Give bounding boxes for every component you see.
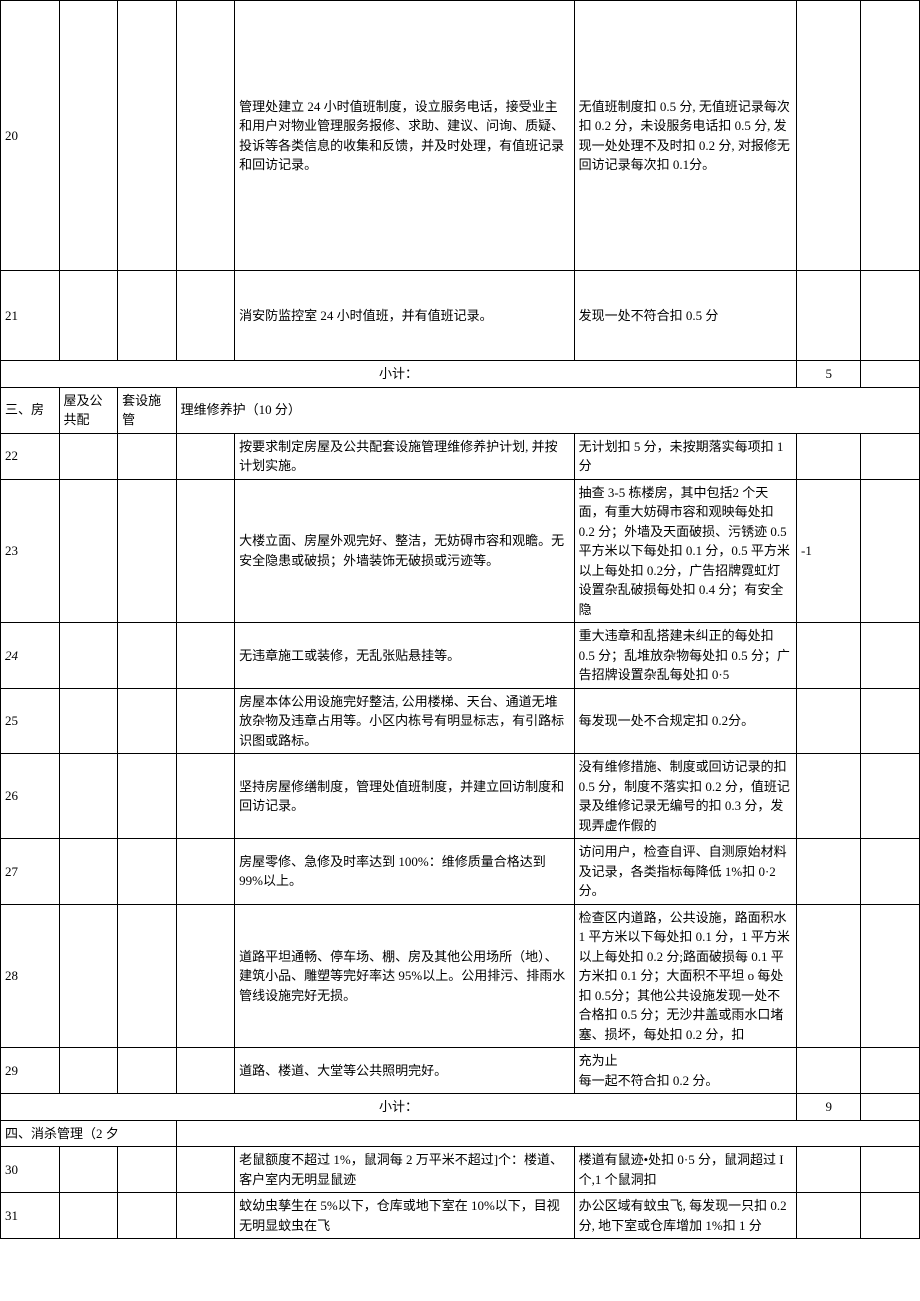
row-number: 30 bbox=[1, 1147, 60, 1193]
deduction-cell: 重大违章和乱搭建未纠正的每处扣 0.5 分；乱堆放杂物每处扣 0.5 分；广告招… bbox=[574, 623, 796, 689]
table-row: 26 坚持房屋修缮制度，管理处值班制度，并建立回访制度和回访记录。 没有维修措施… bbox=[1, 754, 920, 839]
subtotal-label: 小计： bbox=[1, 1094, 797, 1121]
deduction-cell: 办公区域有蚊虫飞, 每发现一只扣 0.2 分, 地下室或仓库增加 1%扣 1 分 bbox=[574, 1193, 796, 1239]
requirement-cell: 按要求制定房屋及公共配套设施管理维修养护计划, 并按计划实施。 bbox=[235, 433, 575, 479]
row-number: 20 bbox=[1, 1, 60, 271]
deduction-cell: 充为止 每一起不符合扣 0.2 分。 bbox=[574, 1048, 796, 1094]
table-row: 30 老鼠额度不超过 1%，鼠洞每 2 万平米不超过]个：楼道、客户室内无明显鼠… bbox=[1, 1147, 920, 1193]
subtotal-row: 小计： 9 bbox=[1, 1094, 920, 1121]
requirement-cell: 道路平坦通畅、停车场、棚、房及其他公用场所（地）、建筑小品、雕塑等完好率达 95… bbox=[235, 904, 575, 1048]
requirement-cell: 房屋零修、急修及时率达到 100%：维修质量合格达到 99%以上。 bbox=[235, 839, 575, 905]
requirement-cell: 房屋本体公用设施完好整洁, 公用楼梯、天台、通道无堆放杂物及违章占用等。小区内栋… bbox=[235, 688, 575, 754]
deduction-cell: 访问用户，检查自评、自测原始材料及记录，各类指标每降低 1%扣 0·2 分。 bbox=[574, 839, 796, 905]
deduction-cell: 没有维修措施、制度或回访记录的扣 0.5 分，制度不落实扣 0.2 分，值班记录… bbox=[574, 754, 796, 839]
requirement-cell: 道路、楼道、大堂等公共照明完好。 bbox=[235, 1048, 575, 1094]
deduction-cell: 楼道有鼠迹•处扣 0·5 分，鼠洞超过 I 个,1 个鼠洞扣 bbox=[574, 1147, 796, 1193]
section-header-row: 三、房 屋及公共配 套设施管 理维修养护（10 分） bbox=[1, 387, 920, 433]
section-header-row: 四、消杀管理（2 夕 bbox=[1, 1120, 920, 1147]
subtotal-score: 9 bbox=[797, 1094, 861, 1121]
row-number: 25 bbox=[1, 688, 60, 754]
table-row: 22 按要求制定房屋及公共配套设施管理维修养护计划, 并按计划实施。 无计划扣 … bbox=[1, 433, 920, 479]
requirement-cell: 管理处建立 24 小时值班制度，设立服务电话，接受业主和用户对物业管理服务报修、… bbox=[235, 1, 575, 271]
row-number: 23 bbox=[1, 479, 60, 623]
deduction-cell: 发现一处不符合扣 0.5 分 bbox=[574, 271, 796, 361]
requirement-cell: 坚持房屋修缮制度，管理处值班制度，并建立回访制度和回访记录。 bbox=[235, 754, 575, 839]
row-number: 31 bbox=[1, 1193, 60, 1239]
deduction-cell: 抽查 3-5 栋楼房，其中包括2 个天面，有重大妨碍市容和观映每处扣 0.2 分… bbox=[574, 479, 796, 623]
requirement-cell: 消安防监控室 24 小时值班，并有值班记录。 bbox=[235, 271, 575, 361]
requirement-cell: 无违章施工或装修，无乱张贴悬挂等。 bbox=[235, 623, 575, 689]
table-row: 28 道路平坦通畅、停车场、棚、房及其他公用场所（地）、建筑小品、雕塑等完好率达… bbox=[1, 904, 920, 1048]
table-row: 31 蚊幼虫孳生在 5%以下，仓库或地下室在 10%以下，目视无明显蚊虫在飞 办… bbox=[1, 1193, 920, 1239]
section-head-cell: 三、房 bbox=[1, 387, 60, 433]
subtotal-score: 5 bbox=[797, 361, 861, 388]
section-head-cell: 理维修养护（10 分） bbox=[176, 387, 919, 433]
section-head-cell: 套设施管 bbox=[118, 387, 177, 433]
table-row: 23 大楼立面、房屋外观完好、整洁，无妨碍市容和观瞻。无安全隐患或破损；外墙装饰… bbox=[1, 479, 920, 623]
row-number: 28 bbox=[1, 904, 60, 1048]
table-row: 24 无违章施工或装修，无乱张贴悬挂等。 重大违章和乱搭建未纠正的每处扣 0.5… bbox=[1, 623, 920, 689]
row-number: 21 bbox=[1, 271, 60, 361]
subtotal-label: 小计： bbox=[1, 361, 797, 388]
section-head-cell: 屋及公共配 bbox=[59, 387, 118, 433]
row-number: 29 bbox=[1, 1048, 60, 1094]
table-row: 21 消安防监控室 24 小时值班，并有值班记录。 发现一处不符合扣 0.5 分 bbox=[1, 271, 920, 361]
row-number: 24 bbox=[1, 623, 60, 689]
subtotal-row: 小计： 5 bbox=[1, 361, 920, 388]
table-row: 29 道路、楼道、大堂等公共照明完好。 充为止 每一起不符合扣 0.2 分。 bbox=[1, 1048, 920, 1094]
table-row: 25 房屋本体公用设施完好整洁, 公用楼梯、天台、通道无堆放杂物及违章占用等。小… bbox=[1, 688, 920, 754]
requirement-cell: 大楼立面、房屋外观完好、整洁，无妨碍市容和观瞻。无安全隐患或破损；外墙装饰无破损… bbox=[235, 479, 575, 623]
score-cell: -1 bbox=[797, 479, 861, 623]
deduction-cell: 每发现一处不合规定扣 0.2分。 bbox=[574, 688, 796, 754]
evaluation-table: 20 管理处建立 24 小时值班制度，设立服务电话，接受业主和用户对物业管理服务… bbox=[0, 0, 920, 1239]
requirement-cell: 蚊幼虫孳生在 5%以下，仓库或地下室在 10%以下，目视无明显蚊虫在飞 bbox=[235, 1193, 575, 1239]
row-number: 26 bbox=[1, 754, 60, 839]
deduction-cell: 无值班制度扣 0.5 分, 无值班记录每次扣 0.2 分，未设服务电话扣 0.5… bbox=[574, 1, 796, 271]
row-number: 22 bbox=[1, 433, 60, 479]
row-number: 27 bbox=[1, 839, 60, 905]
table-row: 27 房屋零修、急修及时率达到 100%：维修质量合格达到 99%以上。 访问用… bbox=[1, 839, 920, 905]
deduction-cell: 检查区内道路，公共设施，路面积水 1 平方米以下每处扣 0.1 分，1 平方米以… bbox=[574, 904, 796, 1048]
table-row: 20 管理处建立 24 小时值班制度，设立服务电话，接受业主和用户对物业管理服务… bbox=[1, 1, 920, 271]
deduction-cell: 无计划扣 5 分，未按期落实每项扣 1 分 bbox=[574, 433, 796, 479]
section-head-cell: 四、消杀管理（2 夕 bbox=[1, 1120, 177, 1147]
requirement-cell: 老鼠额度不超过 1%，鼠洞每 2 万平米不超过]个：楼道、客户室内无明显鼠迹 bbox=[235, 1147, 575, 1193]
